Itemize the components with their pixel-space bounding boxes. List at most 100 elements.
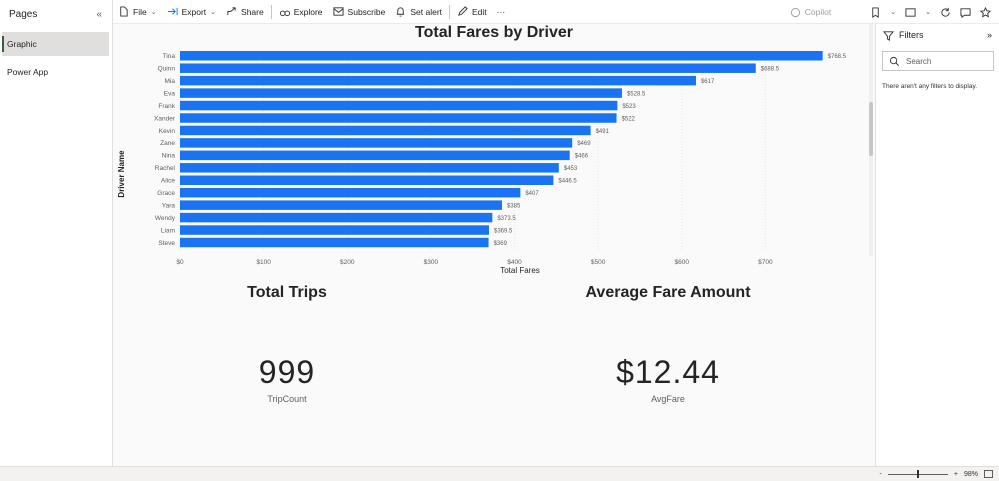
refresh-icon[interactable] xyxy=(940,7,951,18)
kpi-value-avg-fare: $12.44 xyxy=(616,354,720,390)
y-tick-label: Grace xyxy=(157,190,175,197)
copilot-button[interactable]: Copilot xyxy=(790,7,831,18)
x-axis-title: Total Fares xyxy=(500,266,540,275)
export-menu-button[interactable]: Export ⌄ xyxy=(162,1,221,23)
x-tick-label: $400 xyxy=(507,259,522,266)
subscribe-icon xyxy=(333,7,344,16)
x-tick-label: $0 xyxy=(176,259,184,266)
set-alert-button[interactable]: Set alert xyxy=(390,1,447,23)
data-label: $523 xyxy=(622,104,636,110)
data-label: $768.5 xyxy=(828,54,847,60)
explore-button[interactable]: Explore xyxy=(274,1,328,23)
data-label: $522 xyxy=(622,116,636,122)
bar[interactable] xyxy=(180,212,493,223)
y-tick-label: Xander xyxy=(154,115,176,122)
chevron-down-icon[interactable]: ⌄ xyxy=(925,9,931,16)
data-label: $688.5 xyxy=(761,67,780,73)
bar[interactable] xyxy=(180,200,502,210)
data-label: $617 xyxy=(701,79,715,85)
bar[interactable] xyxy=(180,75,696,86)
y-tick-label: Kevin xyxy=(159,128,176,135)
bar[interactable] xyxy=(180,125,591,136)
bar[interactable] xyxy=(180,187,521,198)
data-label: $373.5 xyxy=(497,216,516,222)
chevron-down-icon: ⌄ xyxy=(210,8,217,16)
bell-icon xyxy=(397,7,405,17)
pages-title: Pages xyxy=(9,8,38,20)
chevron-down-icon[interactable]: ⌄ xyxy=(890,9,897,16)
chart-scrollbar-thumb[interactable] xyxy=(869,102,873,156)
file-icon xyxy=(120,6,128,17)
y-tick-label: Zane xyxy=(160,140,175,147)
more-options-button[interactable]: ··· xyxy=(492,1,511,23)
chart-title: Total Fares by Driver xyxy=(415,24,573,41)
pencil-icon xyxy=(458,6,468,16)
data-label: $469 xyxy=(577,141,591,147)
filters-pane: Filters » Search There aren't any filter… xyxy=(875,24,999,466)
bar[interactable] xyxy=(180,88,622,98)
bar[interactable] xyxy=(180,63,756,73)
toolbar-right: Copilot ⌄ ⌄ xyxy=(790,0,991,24)
bar[interactable] xyxy=(180,138,573,148)
y-tick-label: Eva xyxy=(164,90,176,97)
report-toolbar: File ⌄ Export ⌄ Share Explore Subscribe … xyxy=(113,0,999,24)
export-icon xyxy=(167,7,178,16)
data-label: $466 xyxy=(575,154,589,160)
filters-title: Filters xyxy=(899,30,924,40)
subscribe-button[interactable]: Subscribe xyxy=(328,1,391,23)
search-placeholder: Search xyxy=(906,56,932,66)
zoom-in-button[interactable]: + xyxy=(953,470,958,478)
expand-filters-button[interactable]: » xyxy=(986,30,992,40)
bar[interactable] xyxy=(180,51,823,61)
toolbar-divider xyxy=(270,4,272,19)
file-label: File xyxy=(133,6,147,17)
zoom-slider[interactable] xyxy=(887,469,948,478)
kpi-value-trip-count: 999 xyxy=(258,354,316,390)
share-button[interactable]: Share xyxy=(221,1,269,23)
zoom-slider-knob[interactable] xyxy=(916,469,919,478)
report-canvas: Total Fares by Driver Driver Name Total … xyxy=(113,24,875,466)
bar[interactable] xyxy=(180,225,489,235)
page-tab-power-app[interactable]: Power App xyxy=(0,60,112,84)
data-label: $453 xyxy=(564,166,578,172)
data-label: $369 xyxy=(494,241,508,247)
bar-chart: Driver Name Total Fares $0 $100 $200 $300 $4… xyxy=(117,51,847,275)
pages-header: Pages « xyxy=(0,0,112,28)
edit-button[interactable]: Edit xyxy=(452,1,492,23)
collapse-pages-button[interactable]: « xyxy=(96,8,102,20)
y-tick-label: Wendy xyxy=(155,215,176,222)
data-label: $446.5 xyxy=(558,179,577,185)
kpi-label-avg-fare: AvgFare xyxy=(651,394,685,404)
search-icon xyxy=(889,56,899,66)
bar[interactable] xyxy=(180,150,570,161)
x-tick-label: $700 xyxy=(758,259,773,266)
filters-search-input[interactable]: Search xyxy=(882,51,994,71)
bar[interactable] xyxy=(180,163,559,173)
y-tick-label: Tina xyxy=(163,53,176,60)
page-tab-label: Power App xyxy=(7,67,49,77)
fit-to-page-icon[interactable] xyxy=(984,470,993,478)
share-label: Share xyxy=(241,6,264,17)
bar[interactable] xyxy=(180,113,617,123)
bookmark-icon[interactable] xyxy=(870,6,881,18)
filter-icon xyxy=(883,30,894,41)
y-tick-label: Rachel xyxy=(155,165,176,172)
y-tick-label: Steve xyxy=(158,240,175,247)
file-menu-button[interactable]: File ⌄ xyxy=(113,1,162,23)
zoom-out-button[interactable]: - xyxy=(879,470,882,478)
y-axis-title: Driver Name xyxy=(117,150,126,198)
data-label: $528.5 xyxy=(627,91,646,97)
x-tick-label: $500 xyxy=(591,259,606,266)
subscribe-label: Subscribe xyxy=(347,6,386,17)
page-tab-graphic[interactable]: Graphic xyxy=(2,32,109,56)
bar[interactable] xyxy=(180,100,618,111)
explore-label: Explore xyxy=(293,6,323,17)
star-icon[interactable] xyxy=(980,6,991,18)
view-icon[interactable] xyxy=(905,7,916,18)
filters-title-wrap: Filters xyxy=(883,30,924,41)
kpi-title-total-trips: Total Trips xyxy=(247,284,327,301)
bar[interactable] xyxy=(180,237,489,248)
comment-icon[interactable] xyxy=(960,7,971,18)
bar[interactable] xyxy=(180,175,554,186)
set-alert-label: Set alert xyxy=(410,6,443,17)
